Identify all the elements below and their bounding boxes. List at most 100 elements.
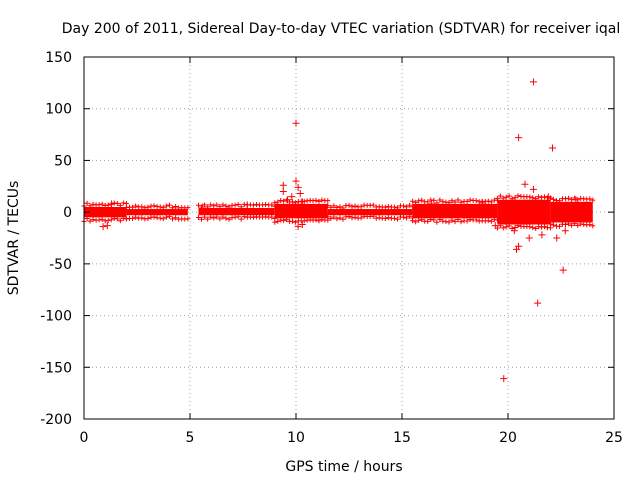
band-edge-marker bbox=[349, 215, 355, 221]
y-axis-label: SDTVAR / TECUs bbox=[6, 181, 22, 296]
band-edge-marker bbox=[349, 204, 355, 210]
band-edge-marker bbox=[173, 215, 179, 221]
data-point bbox=[572, 196, 580, 204]
data-point bbox=[279, 187, 287, 195]
band-edge-marker bbox=[325, 214, 331, 220]
band-edge-marker bbox=[120, 200, 126, 206]
band-edge-marker bbox=[503, 194, 509, 200]
band-edge-marker bbox=[87, 203, 93, 209]
band-edge-marker bbox=[84, 216, 90, 222]
y-tick-label: 150 bbox=[45, 50, 72, 66]
band-edge-marker bbox=[292, 219, 298, 225]
data-point bbox=[538, 231, 546, 239]
band-edge-marker bbox=[590, 197, 596, 203]
band-edge-marker bbox=[272, 219, 278, 225]
band-edge-marker bbox=[195, 202, 201, 208]
band-edge-marker bbox=[500, 195, 506, 201]
band-edge-marker bbox=[515, 223, 521, 229]
band-edge-marker bbox=[536, 224, 542, 230]
band-edge-marker bbox=[556, 223, 562, 229]
x-tick-label: 10 bbox=[287, 430, 305, 446]
data-point bbox=[298, 221, 306, 229]
band-edge-marker bbox=[352, 203, 358, 209]
band-edge-marker bbox=[139, 204, 145, 210]
band-edge-marker bbox=[214, 214, 220, 220]
data-point bbox=[559, 266, 567, 274]
band-edge-marker bbox=[160, 216, 166, 222]
data-point bbox=[529, 78, 537, 86]
band-edge-marker bbox=[431, 217, 437, 223]
y-tick-label: 100 bbox=[45, 102, 72, 118]
x-tick-label: 25 bbox=[605, 430, 623, 446]
band-edge-marker bbox=[325, 203, 331, 209]
band-edge-marker bbox=[105, 202, 111, 208]
dense-band bbox=[274, 203, 328, 219]
band-edge-marker bbox=[211, 215, 217, 221]
band-edge-marker bbox=[533, 196, 539, 202]
band-edge-marker bbox=[105, 217, 111, 223]
band-edge-marker bbox=[563, 221, 569, 227]
data-point bbox=[534, 299, 542, 307]
band-edge-marker bbox=[226, 216, 232, 222]
data-point bbox=[491, 222, 499, 230]
band-edge-marker bbox=[114, 216, 120, 222]
band-edge-marker bbox=[556, 198, 562, 204]
data-point bbox=[284, 196, 292, 204]
dense-band bbox=[412, 203, 498, 219]
band-edge-marker bbox=[419, 217, 425, 223]
band-edge-marker bbox=[133, 203, 139, 209]
band-edge-marker bbox=[419, 197, 425, 203]
y-tick-label: -100 bbox=[40, 309, 72, 325]
data-point bbox=[199, 203, 207, 211]
band-edge-marker bbox=[446, 200, 452, 206]
band-edge-marker bbox=[437, 197, 443, 203]
band-edge-marker bbox=[316, 198, 322, 204]
band-edge-marker bbox=[494, 195, 500, 201]
band-edge-marker bbox=[485, 218, 491, 224]
band-edge-marker bbox=[145, 215, 151, 221]
band-edge-marker bbox=[281, 218, 287, 224]
band-edge-marker bbox=[275, 199, 281, 205]
band-edge-marker bbox=[250, 214, 256, 220]
data-point bbox=[515, 242, 523, 250]
band-edge-marker bbox=[407, 213, 413, 219]
band-edge-marker bbox=[370, 202, 376, 208]
data-point bbox=[292, 177, 300, 185]
band-edge-marker bbox=[527, 224, 533, 230]
band-edge-marker bbox=[425, 218, 431, 224]
band-edge-marker bbox=[458, 219, 464, 225]
y-tick-label: -50 bbox=[49, 257, 72, 273]
band-edge-marker bbox=[334, 216, 340, 222]
band-edge-marker bbox=[550, 222, 556, 228]
band-edge-marker bbox=[352, 214, 358, 220]
band-edge-marker bbox=[278, 198, 284, 204]
band-edge-marker bbox=[416, 198, 422, 204]
band-edge-marker bbox=[173, 203, 179, 209]
band-edge-marker bbox=[325, 198, 331, 204]
band-edge-marker bbox=[449, 217, 455, 223]
data-point bbox=[521, 180, 529, 188]
band-edge-marker bbox=[163, 214, 169, 220]
band-edge-marker bbox=[241, 214, 247, 220]
band-edge-marker bbox=[509, 196, 515, 202]
band-edge-marker bbox=[313, 197, 319, 203]
data-point bbox=[479, 199, 487, 207]
band-edge-marker bbox=[263, 201, 269, 207]
data-point bbox=[553, 234, 561, 242]
band-edge-marker bbox=[437, 217, 443, 223]
band-edge-marker bbox=[458, 199, 464, 205]
band-edge-marker bbox=[449, 198, 455, 204]
band-edge-marker bbox=[90, 217, 96, 223]
band-edge-marker bbox=[151, 214, 157, 220]
band-edge-marker bbox=[250, 202, 256, 208]
band-edge-marker bbox=[195, 215, 201, 221]
band-edge-marker bbox=[404, 215, 410, 221]
band-edge-marker bbox=[382, 216, 388, 222]
band-edge-marker bbox=[407, 202, 413, 208]
y-tick-label: -200 bbox=[40, 412, 72, 428]
band-edge-marker bbox=[340, 216, 346, 222]
data-points bbox=[99, 78, 580, 383]
dense-band bbox=[550, 201, 593, 223]
data-point bbox=[510, 227, 518, 235]
